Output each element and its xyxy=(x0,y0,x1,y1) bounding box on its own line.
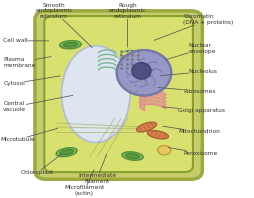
Text: Plasma
membrane: Plasma membrane xyxy=(3,57,51,68)
Text: Chromatin
(DNA + proteins): Chromatin (DNA + proteins) xyxy=(154,14,233,40)
Ellipse shape xyxy=(121,152,143,160)
FancyBboxPatch shape xyxy=(35,11,201,179)
Text: Smooth
endoplasmic
reticulum: Smooth endoplasmic reticulum xyxy=(35,3,92,48)
Ellipse shape xyxy=(59,41,81,49)
FancyBboxPatch shape xyxy=(44,16,192,172)
Text: Ribosomes: Ribosomes xyxy=(157,88,215,94)
Text: Peroxisome: Peroxisome xyxy=(168,148,217,156)
Ellipse shape xyxy=(116,50,171,96)
Ellipse shape xyxy=(56,148,77,157)
Ellipse shape xyxy=(147,131,168,139)
Ellipse shape xyxy=(125,154,139,159)
Text: Microtubule: Microtubule xyxy=(1,128,57,142)
Ellipse shape xyxy=(63,42,77,47)
Text: Nucleolus: Nucleolus xyxy=(160,69,216,76)
Text: Rough
endoplasmic
reticulum: Rough endoplasmic reticulum xyxy=(108,3,146,47)
Text: Intermediate
Filament: Intermediate Filament xyxy=(78,154,116,184)
Ellipse shape xyxy=(60,149,73,155)
Text: Golgi apparatus: Golgi apparatus xyxy=(161,107,224,113)
Text: Central
vacuole: Central vacuole xyxy=(3,95,73,112)
Ellipse shape xyxy=(157,146,170,155)
Ellipse shape xyxy=(136,122,156,132)
Text: Cytosol: Cytosol xyxy=(3,76,60,86)
Ellipse shape xyxy=(131,63,150,79)
Text: Mitochondrion: Mitochondrion xyxy=(163,126,219,134)
Text: Microfilament
(actin): Microfilament (actin) xyxy=(64,170,104,196)
Text: Nuclear
envelope: Nuclear envelope xyxy=(165,43,215,60)
Text: Cell wall: Cell wall xyxy=(3,38,49,43)
Ellipse shape xyxy=(61,46,130,143)
Text: Chloroplast: Chloroplast xyxy=(21,154,61,175)
